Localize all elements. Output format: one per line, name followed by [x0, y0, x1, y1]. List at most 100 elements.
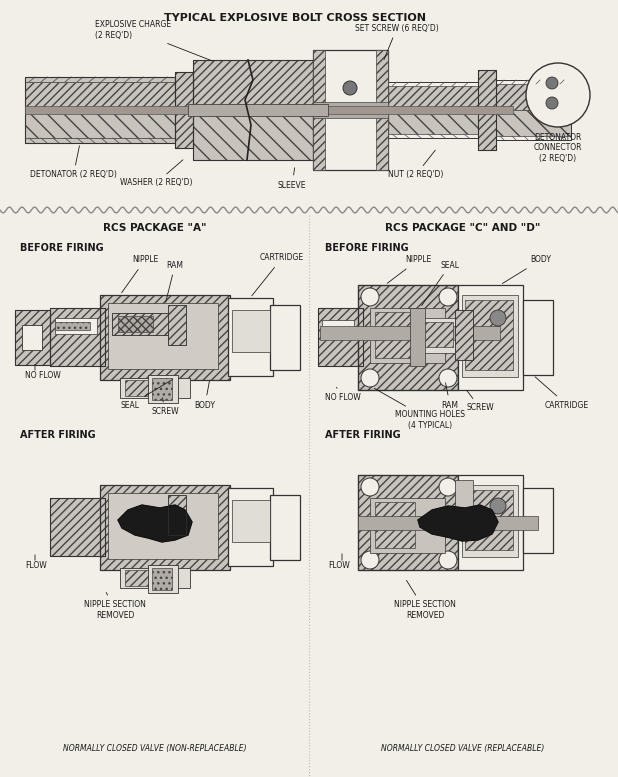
Circle shape [361, 288, 379, 306]
Bar [15, 310, 50, 365]
Bar [270, 305, 300, 370]
Text: SCREW: SCREW [466, 390, 494, 413]
Bar [120, 378, 190, 398]
Text: BODY: BODY [195, 381, 216, 409]
Circle shape [361, 369, 379, 387]
Bar [168, 305, 186, 345]
Bar [458, 475, 523, 570]
Bar [50, 308, 105, 366]
Bar [313, 50, 325, 170]
Circle shape [343, 81, 357, 95]
Polygon shape [118, 505, 192, 542]
Bar [375, 312, 415, 358]
Text: DETONATOR
CONNECTOR
(2 REQ'D): DETONATOR CONNECTOR (2 REQ'D) [534, 133, 582, 163]
Bar [455, 310, 473, 360]
Text: CARTRIDGE: CARTRIDGE [535, 377, 589, 409]
Bar [50, 308, 105, 366]
Text: FLOW: FLOW [328, 560, 350, 570]
Bar [322, 320, 354, 334]
Circle shape [439, 478, 457, 496]
Bar [55, 318, 97, 334]
Bar [152, 568, 172, 590]
Bar [108, 303, 218, 369]
Bar [175, 72, 193, 148]
Bar [388, 82, 478, 138]
Bar [358, 285, 458, 390]
Circle shape [361, 551, 379, 569]
Bar [112, 313, 172, 335]
Bar [478, 70, 496, 150]
Bar [376, 50, 388, 170]
Bar [25, 77, 175, 143]
Bar [375, 502, 415, 548]
Bar [175, 72, 193, 148]
Text: RCS PACKAGE "C" AND "D": RCS PACKAGE "C" AND "D" [385, 223, 541, 233]
Bar [465, 300, 513, 370]
Circle shape [546, 97, 558, 109]
Bar [358, 285, 458, 390]
Circle shape [490, 310, 506, 326]
Bar [168, 495, 186, 535]
Circle shape [526, 63, 590, 127]
Text: NUT (2 REQ'D): NUT (2 REQ'D) [388, 150, 443, 179]
Bar [465, 490, 513, 550]
Bar [318, 308, 363, 366]
Text: SET SCREW (6 REQ'D): SET SCREW (6 REQ'D) [355, 23, 439, 59]
Text: RCS PACKAGE "A": RCS PACKAGE "A" [103, 223, 207, 233]
Text: RAM: RAM [166, 260, 184, 302]
Text: RAM: RAM [441, 383, 459, 409]
Bar [523, 488, 553, 553]
Bar [496, 80, 571, 140]
Text: AFTER FIRING: AFTER FIRING [20, 430, 96, 440]
Circle shape [240, 312, 256, 328]
Bar [496, 84, 571, 110]
Text: WASHER (2 REQ'D): WASHER (2 REQ'D) [120, 160, 192, 187]
Text: NO FLOW: NO FLOW [25, 371, 61, 379]
Bar [228, 488, 273, 566]
Text: AFTER FIRING: AFTER FIRING [325, 430, 400, 440]
Bar [358, 516, 538, 530]
Bar [25, 106, 513, 114]
Polygon shape [418, 505, 498, 541]
Bar [232, 310, 270, 352]
Bar [148, 375, 178, 403]
Bar [193, 60, 313, 110]
Text: SEAL: SEAL [121, 379, 172, 409]
Circle shape [361, 478, 379, 496]
Bar [496, 110, 571, 136]
Bar [313, 102, 388, 118]
Bar [125, 380, 155, 396]
Bar [320, 326, 500, 340]
Bar [118, 316, 153, 332]
Bar [523, 300, 553, 375]
Bar [152, 378, 172, 400]
Bar [120, 568, 190, 588]
Text: NIPPLE: NIPPLE [387, 256, 431, 284]
Bar [22, 325, 42, 350]
Text: FLOW: FLOW [25, 560, 47, 570]
Bar [270, 495, 300, 560]
Text: TYPICAL EXPLOSIVE BOLT CROSS SECTION: TYPICAL EXPLOSIVE BOLT CROSS SECTION [164, 13, 426, 23]
Bar [100, 295, 230, 380]
Bar [193, 110, 313, 160]
Bar [188, 104, 328, 116]
Bar [388, 86, 478, 110]
Bar [410, 308, 425, 366]
Bar [370, 498, 445, 553]
Bar [15, 310, 50, 365]
Text: MOUNTING HOLES
(4 TYPICAL): MOUNTING HOLES (4 TYPICAL) [375, 388, 465, 430]
Bar [455, 310, 473, 360]
Circle shape [240, 502, 256, 518]
Bar [25, 138, 175, 143]
Bar [318, 308, 363, 366]
Bar [50, 498, 105, 556]
Bar [388, 110, 478, 134]
Bar [358, 475, 458, 570]
Text: SCREW: SCREW [151, 398, 179, 416]
Bar [125, 570, 155, 586]
Bar [148, 565, 178, 593]
Text: SEAL: SEAL [421, 260, 460, 305]
Circle shape [439, 288, 457, 306]
Bar [313, 50, 388, 170]
Text: NIPPLE SECTION
REMOVED: NIPPLE SECTION REMOVED [394, 580, 456, 620]
